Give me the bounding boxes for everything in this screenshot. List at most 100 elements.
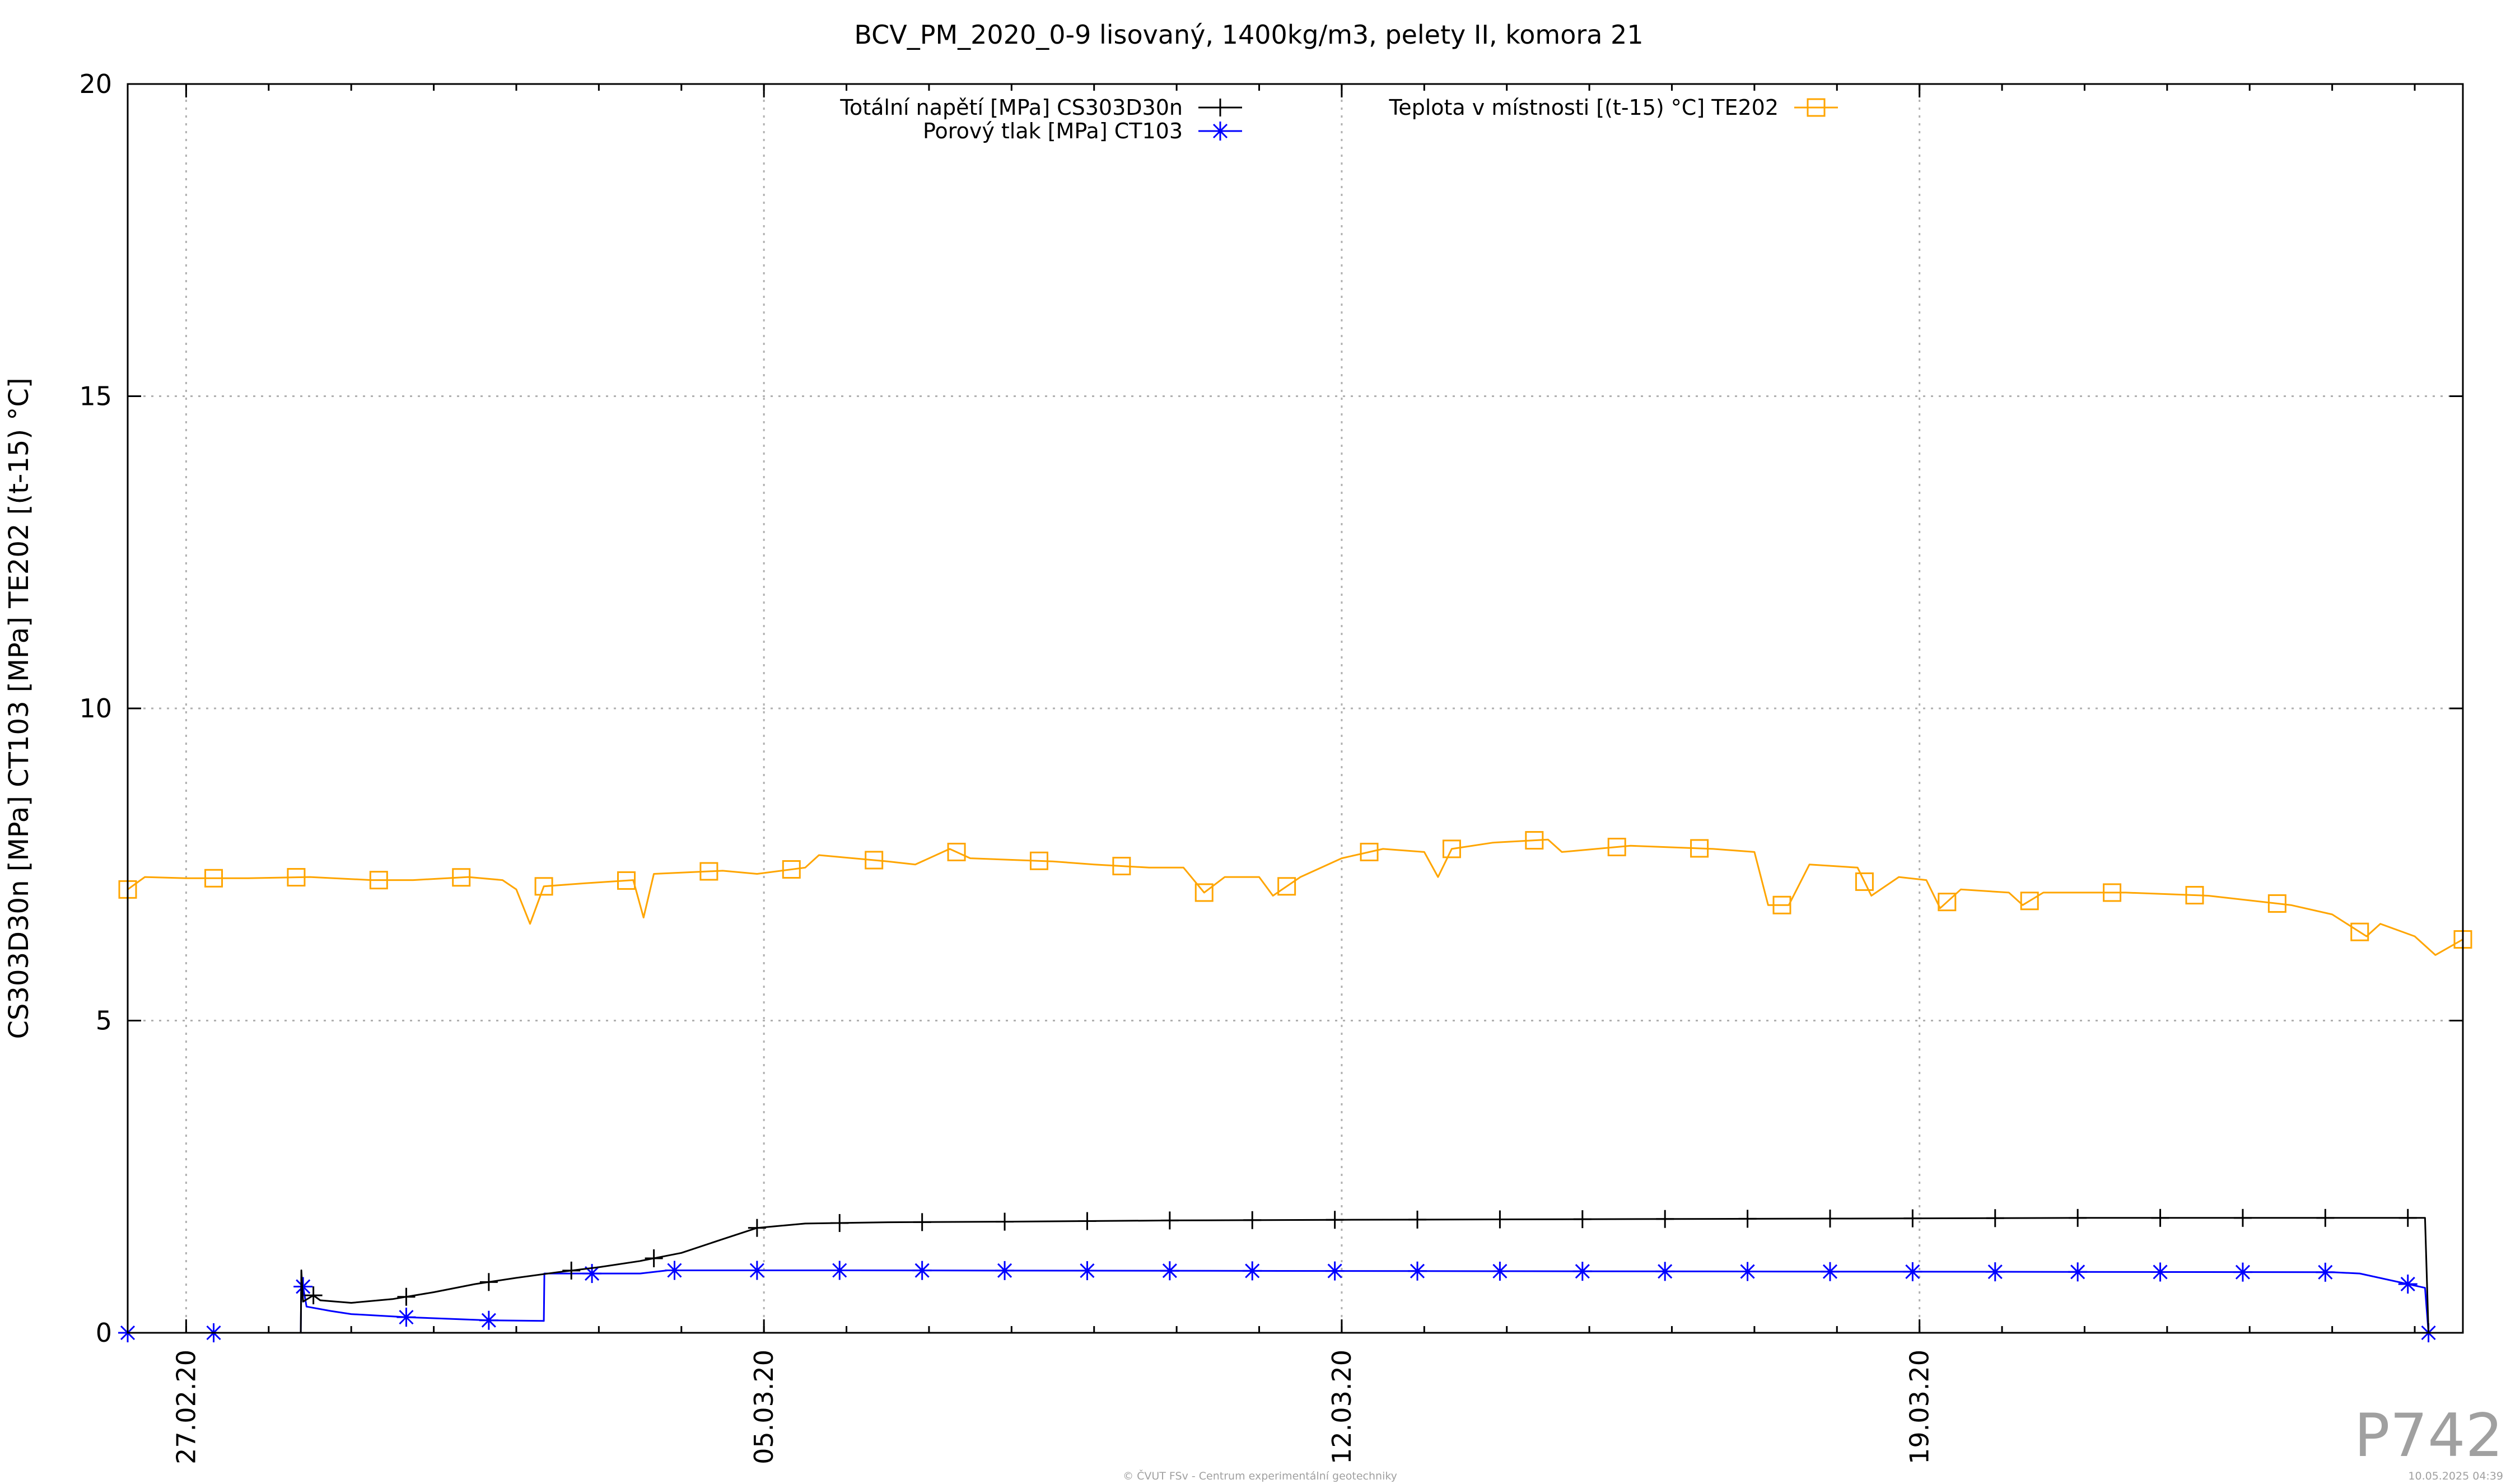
data-point-pore_pressure (747, 1261, 767, 1280)
data-point-room_temperature (1360, 842, 1379, 861)
marker-stroke (2235, 1264, 2251, 1280)
marker-square (1112, 857, 1131, 876)
data-point-total_stress (562, 1261, 581, 1280)
data-point-total_stress (1986, 1209, 2004, 1228)
data-point-total_stress (1160, 1211, 1179, 1230)
axis-ticks (128, 83, 2463, 1334)
data-point-pore_pressure (665, 1261, 684, 1280)
marker-square (1772, 895, 1791, 914)
x-tick-label: 27.02.20 (171, 1350, 201, 1464)
data-point-total_stress (2398, 1208, 2417, 1227)
data-point-total_stress (1243, 1211, 1262, 1229)
data-point-room_temperature (452, 868, 471, 887)
data-point-pore_pressure (1077, 1261, 1097, 1281)
data-point-room_temperature (1607, 838, 1626, 857)
data-point-total_stress (2316, 1208, 2335, 1227)
data-point-pore_pressure (2233, 1262, 2252, 1282)
marker-stroke (1162, 1263, 1177, 1278)
legend-marker (1211, 122, 1230, 141)
data-point-pore_pressure (2316, 1262, 2335, 1282)
data-point-total_stress (304, 1286, 323, 1305)
data-point-room_temperature (1772, 895, 1791, 914)
data-point-total_stress (645, 1249, 663, 1267)
data-point-pore_pressure (2068, 1262, 2088, 1282)
marker-stroke (1212, 123, 1228, 139)
data-point-pore_pressure (1325, 1261, 1345, 1281)
legend-marker (1807, 98, 1826, 117)
data-point-total_stress (996, 1212, 1014, 1231)
data-point-pore_pressure (830, 1261, 850, 1280)
data-point-room_temperature (369, 871, 388, 890)
y-axis-label: CS303D30n [MPa] CT103 [MPa] TE202 [(t-15… (3, 377, 35, 1039)
legend-label: Teplota v místnosti [(t-15) °C] TE202 (1388, 95, 1779, 120)
marker-stroke (1245, 1263, 1260, 1278)
marker-square (2185, 886, 2204, 905)
data-point-room_temperature (947, 842, 966, 861)
x-axis-tick-labels: 27.02.20 05.03.20 12.03.20 19.03.20 (171, 1350, 1934, 1464)
marker-stroke (585, 1266, 600, 1281)
data-point-room_temperature (2103, 883, 2122, 902)
marker-square (2350, 922, 2369, 941)
data-point-room_temperature (1442, 839, 1461, 858)
data-point-total_stress (1408, 1210, 1427, 1229)
data-point-pore_pressure (2398, 1274, 2418, 1294)
data-point-pore_pressure (1490, 1261, 1510, 1281)
series-room_temperature (118, 831, 2472, 956)
marker-stroke (997, 1263, 1012, 1278)
plot-series (118, 831, 2472, 1342)
series-total_stress (128, 1208, 2430, 1334)
data-point-total_stress (913, 1213, 931, 1231)
marker-stroke (2153, 1264, 2168, 1280)
data-point-room_temperature (1690, 839, 1709, 858)
marker-stroke (1492, 1263, 1508, 1279)
data-point-pore_pressure (1572, 1262, 1592, 1281)
data-point-pore_pressure (1820, 1262, 1840, 1281)
marker-stroke (1575, 1264, 1590, 1279)
data-point-total_stress (397, 1287, 416, 1306)
marker-stroke (1905, 1264, 1920, 1279)
data-point-room_temperature (1029, 851, 1048, 870)
data-point-pore_pressure (1160, 1261, 1179, 1281)
data-point-total_stress (748, 1219, 766, 1237)
footer-timestamp: 10.05.2025 04:39 (2408, 1470, 2503, 1482)
marker-square (1360, 842, 1379, 861)
data-point-room_temperature (2350, 922, 2369, 941)
data-point-pore_pressure (995, 1261, 1015, 1280)
data-point-total_stress (2069, 1208, 2087, 1227)
marker-square (2267, 894, 2286, 913)
data-point-room_temperature (1277, 877, 1296, 896)
data-point-pore_pressure (1903, 1262, 1922, 1281)
marker-square (865, 851, 884, 870)
marker-stroke (399, 1310, 414, 1325)
data-point-total_stress (1573, 1210, 1592, 1229)
x-tick-label: 19.03.20 (1905, 1350, 1935, 1464)
marker-square (369, 871, 388, 890)
marker-stroke (1410, 1263, 1425, 1278)
legend-label: Porový tlak [MPa] CT103 (923, 119, 1183, 143)
x-tick-label: 12.03.20 (1327, 1350, 1357, 1464)
marker-square (1607, 838, 1626, 857)
data-point-total_stress (1656, 1210, 1674, 1228)
data-point-total_stress (1903, 1209, 1922, 1228)
marker-stroke (2070, 1264, 2085, 1280)
marker-stroke (914, 1263, 930, 1278)
marker-stroke (1822, 1264, 1838, 1279)
data-point-pore_pressure (1738, 1262, 1757, 1281)
data-point-room_temperature (534, 877, 553, 896)
data-point-total_stress (2151, 1208, 2169, 1227)
marker-square (617, 871, 636, 890)
y-tick-label: 20 (79, 69, 112, 99)
data-point-pore_pressure (396, 1308, 416, 1327)
marker-square (1029, 851, 1048, 870)
data-point-pore_pressure (912, 1261, 932, 1280)
data-point-room_temperature (1855, 872, 1874, 891)
marker-square (782, 860, 801, 879)
y-tick-label: 0 (96, 1318, 112, 1348)
legend-entry-total_stress: Totální napětí [MPa] CS303D30n (839, 95, 1242, 120)
marker-square (1525, 831, 1544, 850)
marker-square (1442, 839, 1461, 858)
marker-stroke (1080, 1263, 1095, 1278)
marker-stroke (832, 1263, 847, 1278)
marker-square (2020, 892, 2039, 911)
data-point-total_stress (1078, 1212, 1096, 1230)
